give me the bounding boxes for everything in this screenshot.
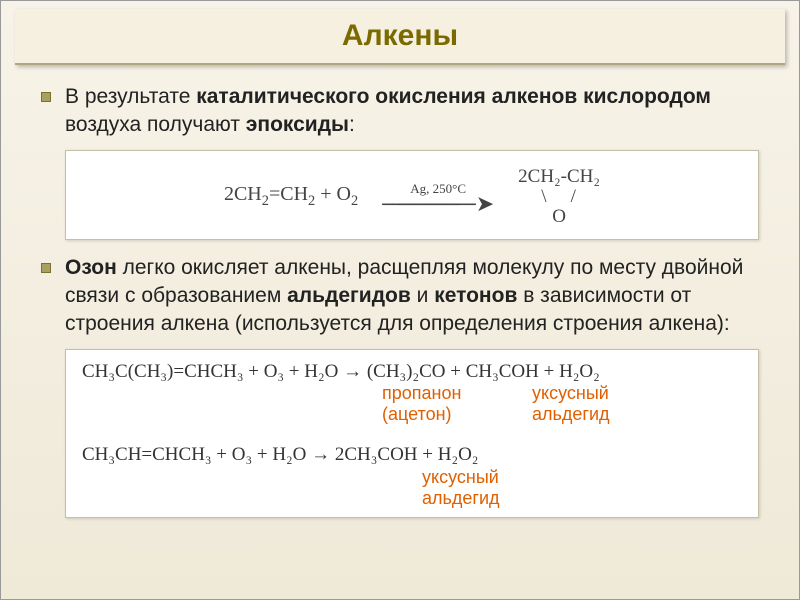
spacer xyxy=(82,488,422,509)
equation-box-2: CH₃C(CH₃)=CHCH₃ + O₃ + H₂O → (CH₃)₂CO + … xyxy=(65,349,759,519)
arrow-icon: ──────➤ xyxy=(382,195,494,213)
text-frag: воздуха получают xyxy=(65,113,246,136)
text-frag: и xyxy=(411,284,434,307)
bullet-2: Озон легко окисляет алкены, расщепляя мо… xyxy=(41,254,769,339)
slide: Алкены В результате каталитического окис… xyxy=(0,0,800,600)
frag: + O xyxy=(315,183,351,205)
bottom-fade xyxy=(1,583,799,599)
bullet-1: В результате каталитического окисления а… xyxy=(41,83,769,140)
equation-2b: CH₃CH=CHCH₃ + O₃ + H₂O → 2CH₃COH + H₂O₂ xyxy=(82,443,742,467)
bullet-2-text: Озон легко окисляет алкены, расщепляя мо… xyxy=(65,254,769,339)
content-area: В результате каталитического окисления а… xyxy=(1,65,799,538)
spacer xyxy=(82,383,382,404)
product-labels-row1: пропанон уксусный xyxy=(82,383,742,404)
text-frag: : xyxy=(349,113,355,136)
text-bold: эпоксиды xyxy=(246,113,349,136)
spacer xyxy=(82,404,382,425)
reaction-arrow: Ag, 250°C ──────➤ xyxy=(382,181,494,213)
epoxide-row3: O xyxy=(518,207,600,227)
spacer xyxy=(82,467,422,488)
frag: 2CH xyxy=(224,183,262,205)
title-bar: Алкены xyxy=(15,9,785,65)
subscript: 2 xyxy=(262,193,269,209)
label-acetic: уксусный xyxy=(532,383,682,404)
epoxide-row1: 2CH₂-CH₂ xyxy=(518,167,600,187)
epoxide-row2: \ / xyxy=(518,187,600,207)
text-bold: кетонов xyxy=(434,284,517,307)
equation-2a: CH₃C(CH₃)=CHCH₃ + O₃ + H₂O → (CH₃)₂CO + … xyxy=(82,360,742,384)
text-bold: каталитического окисления алкенов кислор… xyxy=(196,85,711,108)
equation-box-1: 2CH2=CH2 + O2 Ag, 250°C ──────➤ 2CH₂-CH₂… xyxy=(65,150,759,240)
product-labels-row2: (ацетон) альдегид xyxy=(82,404,742,425)
label-aldehyde: альдегид xyxy=(532,404,682,425)
product-epoxide: 2CH₂-CH₂ \ / O xyxy=(518,167,600,227)
reactant-text: 2CH2=CH2 + O2 xyxy=(224,183,358,210)
square-bullet-icon xyxy=(41,263,51,273)
label-aldehyde2: альдегид xyxy=(422,488,500,509)
label-acetone: (ацетон) xyxy=(382,404,532,425)
spacer xyxy=(82,425,742,443)
equation-1: 2CH2=CH2 + O2 Ag, 250°C ──────➤ 2CH₂-CH₂… xyxy=(82,161,742,229)
slide-title: Алкены xyxy=(15,19,785,53)
label-acetic2: уксусный xyxy=(422,467,572,488)
frag: =CH xyxy=(269,183,308,205)
text-bold: Озон xyxy=(65,256,117,279)
bullet-1-text: В результате каталитического окисления а… xyxy=(65,83,769,140)
square-bullet-icon xyxy=(41,92,51,102)
product-labels-row3: уксусный xyxy=(82,467,742,488)
label-propanone: пропанон xyxy=(382,383,532,404)
text-frag: В результате xyxy=(65,85,196,108)
product-labels-row4: альдегид xyxy=(82,488,742,509)
subscript: 2 xyxy=(351,193,358,209)
text-bold: альдегидов xyxy=(287,284,411,307)
